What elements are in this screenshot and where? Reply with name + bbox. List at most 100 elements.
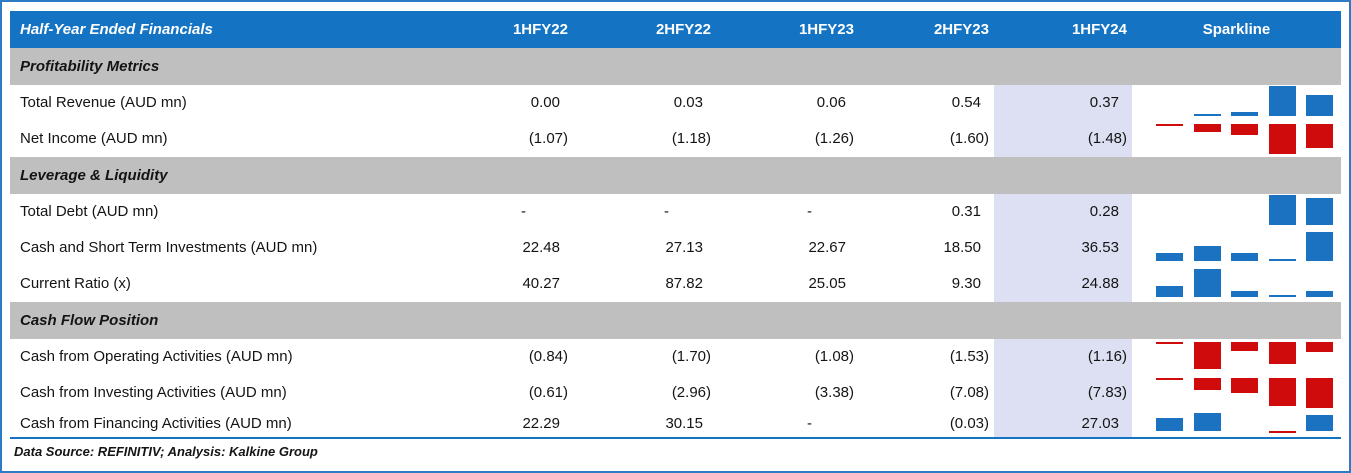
value-cell: (2.96) [573,375,716,411]
value-text: 18.50 [943,239,981,256]
value-cell: (1.60) [859,121,994,157]
table-row: Current Ratio (x) 40.27 87.82 25.05 9.30 24.8… [10,266,1341,302]
value-cell: 0.03 [573,85,716,121]
value-text: 30.15 [665,415,703,432]
table-row: Net Income (AUD mn) (1.07) (1.18) (1.26) (1.… [10,121,1341,157]
value-text: 22.48 [522,239,560,256]
value-text: 0.28 [1089,203,1119,220]
sparkline-bar [1156,418,1183,431]
col-header-sparkline: Sparkline [1202,21,1271,38]
value-cell: - [716,194,859,230]
value-cell: 0.28 [994,194,1132,230]
value-cell: 24.88 [994,266,1132,302]
table-row: Total Revenue (AUD mn) 0.00 0.03 0.06 0.54 0.… [10,85,1341,121]
value-cell: (1.70) [573,339,716,375]
value-cell: (1.07) [430,121,573,157]
sparkline-bar [1306,124,1333,148]
sparkline-bar [1306,198,1333,225]
sparkline-cell [1132,375,1341,411]
value-text: (1.08) [814,348,854,365]
value-text: (1.18) [671,130,711,147]
row-label: Current Ratio (x) [20,275,131,292]
table-title: Half-Year Ended Financials [20,21,213,38]
value-text: 25.05 [808,275,846,292]
value-text: 0.54 [951,94,981,111]
value-cell: (0.84) [430,339,573,375]
sparkline-bar [1306,378,1333,408]
sparkline-cell [1132,230,1341,266]
col-header-1hfy23: 1HFY23 [798,21,854,38]
sparkline-bar [1156,286,1183,297]
section-title: Cash Flow Position [20,312,159,329]
value-text: 0.06 [816,94,846,111]
value-cell: 36.53 [994,230,1132,266]
sparkline-bar [1193,378,1221,390]
sparkline-bar [1306,232,1333,261]
value-text: (0.84) [528,348,568,365]
sparkline-bar [1156,253,1183,261]
sparkline-bar [1306,291,1333,297]
value-text: 24.88 [1081,275,1119,292]
value-text: (1.60) [949,130,989,147]
value-cell: 27.13 [573,230,716,266]
sparkline-bar [1231,342,1258,351]
value-text: (1.48) [1087,130,1127,147]
value-cell: 0.00 [430,85,573,121]
value-text: (1.16) [1087,348,1127,365]
value-cell: 22.48 [430,230,573,266]
value-text: (3.38) [814,384,854,401]
table-body: Profitability Metrics Total Revenue (AUD … [10,48,1341,437]
sparkline-bar [1306,342,1333,352]
value-cell: (1.16) [994,339,1132,375]
value-cell: 0.54 [859,85,994,121]
value-cell: 87.82 [573,266,716,302]
row-label: Cash from Financing Activities (AUD mn) [20,415,292,432]
value-cell: (3.38) [716,375,859,411]
sparkline-bar [1306,415,1333,431]
value-text: 0.03 [673,94,703,111]
value-cell: (7.83) [994,375,1132,411]
value-text: (0.03) [949,415,989,432]
sparkline-bar [1268,124,1296,154]
sparkline-cell [1132,411,1341,437]
bottom-rule [10,437,1341,439]
value-cell: (1.08) [716,339,859,375]
sparkline-cell [1132,339,1341,375]
value-cell: (7.08) [859,375,994,411]
value-text: 0.31 [951,203,981,220]
sparkline-bar [1268,86,1296,116]
section-title: Profitability Metrics [20,58,160,75]
table-header-row: Half-Year Ended Financials 1HFY22 2HFY22… [10,11,1341,48]
value-text: 87.82 [665,275,703,292]
row-label: Total Debt (AUD mn) [20,203,159,220]
value-cell: 0.31 [859,194,994,230]
sparkline-bar [1193,114,1221,116]
financial-table: Half-Year Ended Financials 1HFY22 2HFY22… [10,11,1341,437]
sparkline-bar [1231,378,1258,393]
value-text: (1.07) [528,130,568,147]
value-text: (0.61) [528,384,568,401]
value-text: (7.83) [1087,384,1127,401]
row-label: Net Income (AUD mn) [20,130,168,147]
sparkline-bar [1156,378,1183,380]
sparkline-bar [1156,124,1183,126]
value-text: (2.96) [671,384,711,401]
sparkline-cell [1132,266,1341,302]
row-label: Cash and Short Term Investments (AUD mn) [20,239,318,256]
value-text: - [807,203,812,220]
sparkline-bar [1193,413,1221,431]
sparkline-cell [1132,194,1341,230]
col-header-2hfy23: 2HFY23 [933,21,989,38]
value-text: (7.08) [949,384,989,401]
value-cell: 9.30 [859,266,994,302]
value-cell: 22.29 [430,411,573,437]
section-header-row: Leverage & Liquidity [10,157,1341,194]
col-header-2hfy22: 2HFY22 [655,21,711,38]
value-text: 0.00 [530,94,560,111]
value-cell: 30.15 [573,411,716,437]
col-header-1hfy24: 1HFY24 [1071,21,1127,38]
value-text: (1.70) [671,348,711,365]
table-row: Cash and Short Term Investments (AUD mn)… [10,230,1341,266]
value-cell: (1.18) [573,121,716,157]
value-cell: 0.37 [994,85,1132,121]
